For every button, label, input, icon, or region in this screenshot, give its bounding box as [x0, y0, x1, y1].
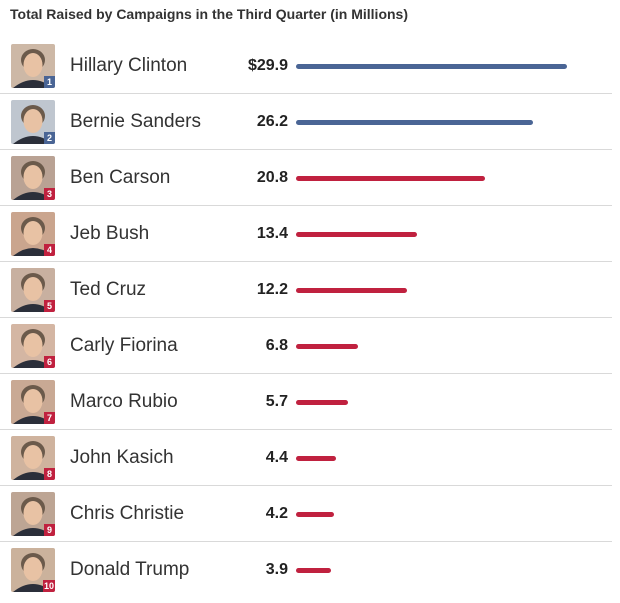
table-row: 9 Chris Christie 4.2: [0, 486, 612, 542]
rank-badge: 3: [44, 188, 55, 200]
candidate-photo: 9: [11, 492, 55, 536]
table-row: 4 Jeb Bush 13.4: [0, 206, 612, 262]
bar: [296, 176, 485, 181]
candidate-name: Donald Trump: [70, 559, 190, 580]
bar: [296, 400, 348, 405]
bar: [296, 456, 336, 461]
data-label: 20.8: [256, 169, 288, 186]
table-row: 2 Bernie Sanders 26.2: [0, 94, 612, 150]
table-row: 1 Hillary Clinton $29.9: [0, 38, 612, 94]
rank-badge: 4: [44, 244, 55, 256]
bar: [296, 344, 358, 349]
rank-badge: 9: [44, 524, 55, 536]
bar: [296, 120, 533, 125]
bar: [296, 288, 407, 293]
candidate-name: Marco Rubio: [70, 391, 178, 412]
candidate-photo: 5: [11, 268, 55, 312]
rank-badge: 7: [44, 412, 55, 424]
portrait-icon: [13, 385, 53, 424]
candidate-name: Jeb Bush: [70, 223, 150, 244]
table-row: 10 Donald Trump 3.9: [0, 542, 612, 598]
rank-badge: 10: [42, 580, 55, 592]
portrait-icon: [13, 329, 53, 368]
table-row: 7 Marco Rubio 5.7: [0, 374, 612, 430]
candidate-photo: 7: [11, 380, 55, 424]
portrait-icon: [13, 441, 53, 480]
candidate-name: Carly Fiorina: [70, 335, 178, 356]
data-label: 6.8: [265, 337, 288, 354]
rank-badge: 2: [44, 132, 55, 144]
data-label: 26.2: [256, 113, 288, 130]
data-label: $29.9: [247, 57, 288, 74]
candidate-name: Bernie Sanders: [70, 111, 201, 132]
candidate-photo: 6: [11, 324, 55, 368]
chart-title: Total Raised by Campaigns in the Third Q…: [10, 6, 409, 22]
candidate-photo: 8: [11, 436, 55, 480]
data-label: 4.4: [265, 449, 288, 466]
candidate-name: Chris Christie: [70, 503, 185, 524]
rank-badge: 5: [44, 300, 55, 312]
data-label: 5.7: [265, 393, 288, 410]
portrait-icon: [13, 49, 53, 88]
portrait-icon: [13, 105, 53, 144]
data-label: 13.4: [256, 225, 288, 242]
candidate-name: Ben Carson: [70, 167, 171, 188]
portrait-icon: [13, 273, 53, 312]
rank-badge: 6: [44, 356, 55, 368]
candidate-photo: 4: [11, 212, 55, 256]
data-label: 3.9: [265, 561, 288, 578]
bar: [296, 64, 567, 69]
data-label: 4.2: [265, 505, 288, 522]
rank-badge: 1: [44, 76, 55, 88]
table-row: 8 John Kasich 4.4: [0, 430, 612, 486]
candidate-list: 1 Hillary Clinton $29.9 2 Bernie Sanders 26.2…: [0, 38, 612, 598]
table-row: 3 Ben Carson 20.8: [0, 150, 612, 206]
bar: [296, 568, 331, 573]
candidate-name: Ted Cruz: [70, 279, 147, 300]
portrait-icon: [13, 497, 53, 536]
candidate-photo: 3: [11, 156, 55, 200]
table-row: 5 Ted Cruz 12.2: [0, 262, 612, 318]
bar: [296, 232, 417, 237]
candidate-photo: 2: [11, 100, 55, 144]
candidate-photo: 1: [11, 44, 55, 88]
portrait-icon: [13, 161, 53, 200]
portrait-icon: [13, 217, 53, 256]
rank-badge: 8: [44, 468, 55, 480]
bar: [296, 512, 334, 517]
table-row: 6 Carly Fiorina 6.8: [0, 318, 612, 374]
candidate-name: John Kasich: [70, 447, 174, 468]
candidate-photo: 10: [11, 548, 55, 592]
data-label: 12.2: [256, 281, 288, 298]
candidate-name: Hillary Clinton: [70, 55, 188, 76]
